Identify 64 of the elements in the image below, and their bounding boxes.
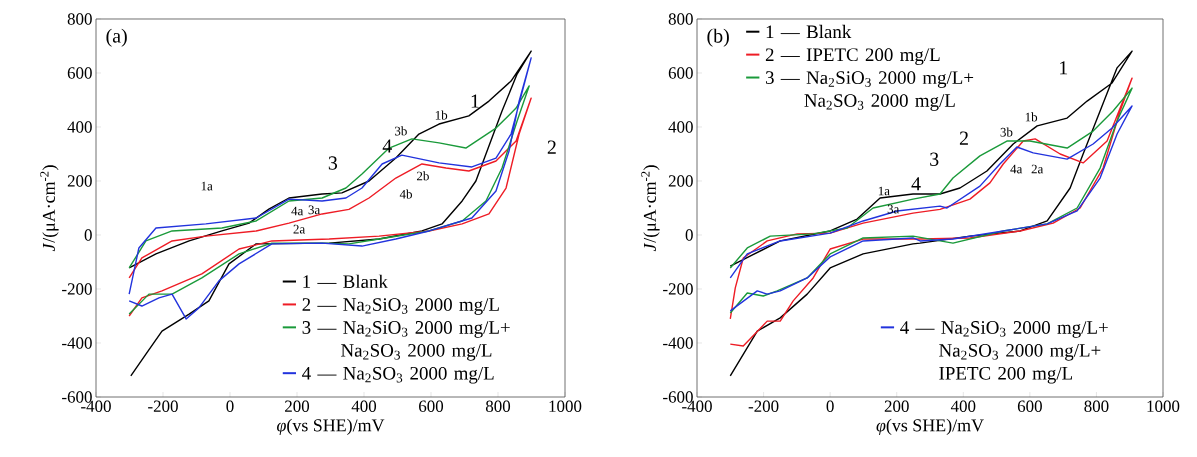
x-tick-label: 200	[884, 400, 909, 412]
annotation: 4	[911, 177, 921, 191]
annotation: 4a	[291, 206, 304, 216]
y-tick-label: -200	[62, 283, 92, 295]
y-tick-label: 400	[668, 121, 693, 133]
x-tick-label: 600	[1017, 400, 1042, 412]
x-tick-label: -200	[748, 400, 779, 412]
annotation: 3b	[395, 126, 407, 136]
annotation: 3	[328, 156, 338, 170]
annotation: (b)	[707, 28, 729, 47]
text: 3 — Na$_{2}$SiO$_{3}$ 2000 mg/L+ Na$_{2}$SO$_{3}$ 2000 mg/L	[302, 321, 510, 361]
y-tick-label: 200	[67, 175, 92, 187]
annotation: 3a	[887, 204, 900, 214]
y-tick-label: 600	[668, 67, 693, 79]
x-tick-label: 1000	[1147, 400, 1180, 412]
x-tick-label: -200	[148, 400, 178, 412]
annotation: (a)	[106, 28, 127, 47]
annotation: 1a	[201, 181, 213, 191]
x-tick-label: 1000	[549, 400, 582, 412]
legend-label: 4 — Na$_{2}$SO$_{3}$ 2000 mg/L	[302, 366, 494, 384]
x-tick-label: 0	[826, 400, 834, 412]
annotation: 2a	[1031, 164, 1044, 174]
legend-label: 1 — Blank	[303, 274, 388, 289]
text: 4 — Na$_{2}$SiO$_{3}$ 2000 mg/L+ Na$_{2}$SO$_{3}$ 2000 mg/L+ IPETC 200 mg/L	[900, 321, 1108, 384]
annotation: 1b	[435, 110, 448, 120]
x-tick-label: 800	[1084, 400, 1109, 412]
x-tick-label: 400	[950, 400, 976, 412]
x-tick-label: 400	[351, 400, 377, 412]
annotation: 1	[1060, 61, 1068, 75]
x-tick-label: 0	[226, 400, 234, 412]
x-tick-label: 600	[419, 400, 444, 412]
legend-label: 1 — Blank	[766, 24, 852, 39]
y-axis-title: J/(μA·cm$^{-2}$)	[641, 165, 660, 252]
annotation: 2a	[293, 224, 306, 234]
annotation: 3	[930, 152, 939, 166]
y-tick-label: 800	[668, 13, 693, 25]
annotation: 1a	[878, 186, 890, 196]
y-tick-label: 200	[668, 175, 693, 187]
text: 3 — Na$_{2}$SiO$_{3}$ 2000 mg/L+ Na$_{2}$SO$_{3}$ 2000 mg/L	[765, 71, 974, 111]
legend-label: 2 — IPETC 200 mg/L	[765, 48, 940, 65]
annotation: 1b	[1025, 112, 1038, 122]
annotation: 2	[547, 140, 556, 154]
y-tick-label: -200	[663, 283, 693, 295]
annotation: 2b	[416, 171, 429, 181]
annotation: 4	[382, 139, 392, 153]
annotation: 2	[959, 131, 968, 145]
y-tick-label: 400	[67, 121, 92, 133]
y-tick-label: 800	[67, 13, 92, 25]
annotation: 1	[471, 94, 479, 108]
y-axis-title: J/(μA·cm$^{-2}$)	[40, 165, 59, 252]
y-tick-label: 600	[67, 67, 92, 79]
y-tick-label: -400	[663, 337, 693, 349]
x-axis-title: φ(vs SHE)/mV	[876, 418, 984, 436]
y-tick-label: 0	[84, 229, 92, 241]
legend-label: 2 — Na$_{2}$SiO$_{3}$ 2000 mg/L	[302, 298, 499, 315]
x-tick-label: 800	[485, 400, 511, 412]
annotation: 3a	[308, 205, 321, 215]
x-tick-label: 200	[285, 400, 310, 412]
annotation: 4a	[1010, 164, 1023, 174]
x-axis-title: φ(vs SHE)/mV	[277, 418, 385, 436]
annotation: 3b	[1000, 127, 1013, 137]
y-tick-label: 0	[685, 229, 693, 241]
annotation: 4b	[399, 189, 412, 199]
y-tick-label: -400	[62, 337, 92, 349]
